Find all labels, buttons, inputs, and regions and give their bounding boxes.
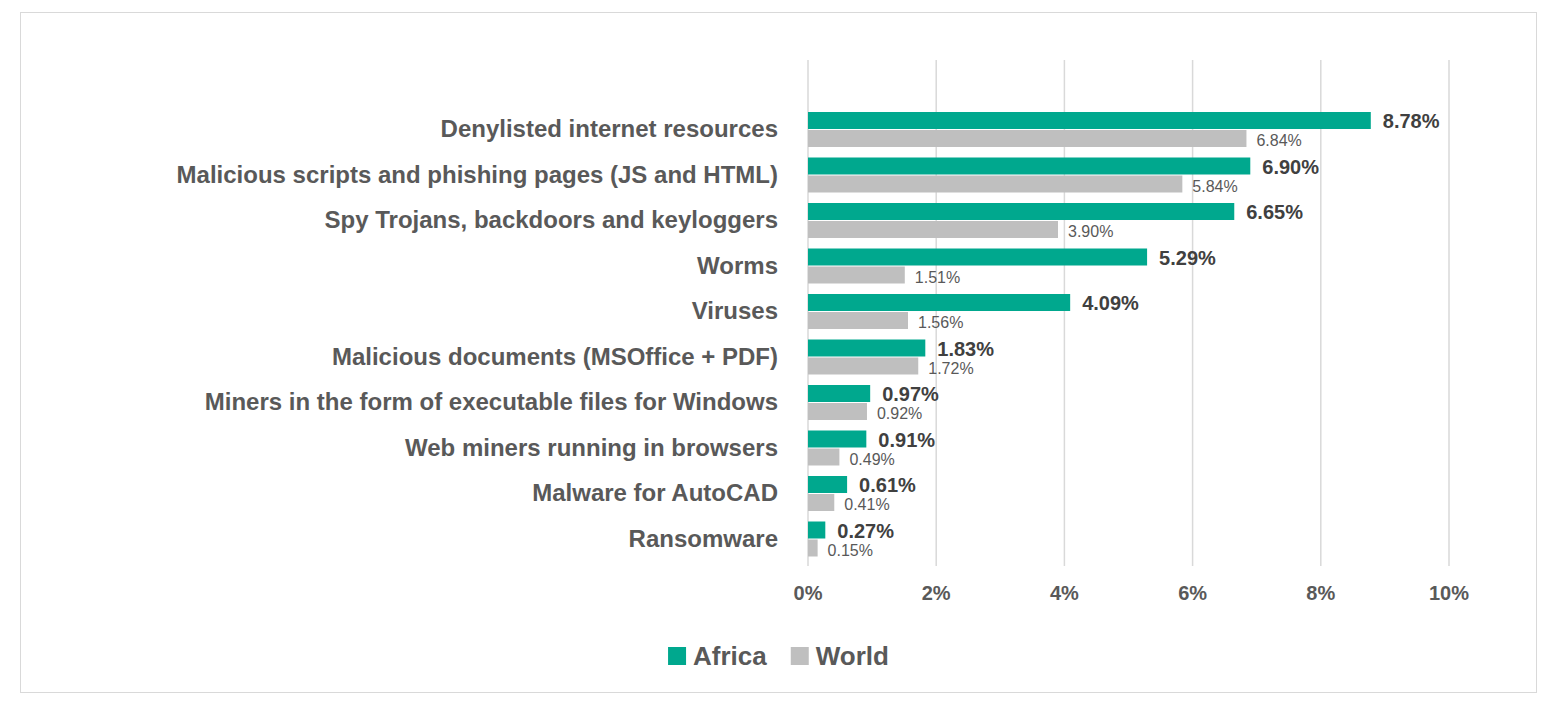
data-label: 0.27% xyxy=(837,520,894,542)
bar xyxy=(808,249,1147,266)
tick-label: 0% xyxy=(794,582,823,604)
category-label: Web miners running in browsers xyxy=(405,434,778,461)
tick-label: 2% xyxy=(922,582,951,604)
data-label: 0.91% xyxy=(878,429,935,451)
bar xyxy=(808,176,1182,193)
category-label: Miners in the form of executable files f… xyxy=(205,388,778,415)
category-label: Malware for AutoCAD xyxy=(532,479,778,506)
bar xyxy=(808,312,908,329)
bar xyxy=(808,358,918,375)
tick-label: 4% xyxy=(1050,582,1079,604)
legend-label: World xyxy=(816,641,889,671)
category-label: Worms xyxy=(697,252,778,279)
data-label: 8.78% xyxy=(1383,110,1440,132)
bar xyxy=(808,203,1234,220)
legend-label: Africa xyxy=(693,641,767,671)
data-label: 5.84% xyxy=(1192,178,1237,195)
data-label: 0.97% xyxy=(882,383,939,405)
bar xyxy=(808,340,925,357)
bar xyxy=(808,112,1371,129)
bar xyxy=(808,522,825,539)
category-label: Ransomware xyxy=(629,525,778,552)
chart-frame xyxy=(21,13,1537,693)
data-label: 6.65% xyxy=(1246,201,1303,223)
category-label: Denylisted internet resources xyxy=(441,115,778,142)
bar xyxy=(808,431,866,448)
bar xyxy=(808,294,1070,311)
category-label: Viruses xyxy=(692,297,778,324)
grid-line xyxy=(1448,60,1450,566)
data-labels: 8.78% 6.90% 6.65% 5.29% 4.09% 1.83% 0.97% 0.91%… xyxy=(828,110,1440,559)
legend-item: World xyxy=(791,641,889,671)
data-label: 6.84% xyxy=(1256,132,1301,149)
legend: Africa World xyxy=(668,641,889,671)
tick-label: 10% xyxy=(1429,582,1469,604)
bars xyxy=(808,112,1371,557)
data-label: 5.29% xyxy=(1159,247,1216,269)
bar xyxy=(808,449,839,466)
data-label: 0.15% xyxy=(828,542,873,559)
bar xyxy=(808,158,1250,175)
data-label: 1.72% xyxy=(928,360,973,377)
data-label: 0.92% xyxy=(877,405,922,422)
data-label: 3.90% xyxy=(1068,223,1113,240)
data-label: 1.56% xyxy=(918,314,963,331)
bar xyxy=(808,476,847,493)
bar xyxy=(808,403,867,420)
grid xyxy=(808,60,1449,566)
chart: 0% 2% 4% 6% 8% 10% Denylisted internet resourc… xyxy=(0,0,1557,713)
data-label: 0.61% xyxy=(859,474,916,496)
legend-swatch xyxy=(668,647,686,665)
bar xyxy=(808,267,905,284)
bar xyxy=(808,221,1058,238)
data-label: 1.83% xyxy=(937,338,994,360)
grid-line xyxy=(1320,60,1322,566)
category-label: Malicious scripts and phishing pages (JS… xyxy=(177,161,778,188)
data-label: 4.09% xyxy=(1082,292,1139,314)
bar xyxy=(808,130,1246,147)
data-label: 1.51% xyxy=(915,269,960,286)
bar xyxy=(808,494,834,511)
tick-label: 6% xyxy=(1178,582,1207,604)
bar xyxy=(808,385,870,402)
data-label: 6.90% xyxy=(1262,156,1319,178)
legend-swatch xyxy=(791,647,809,665)
data-label: 0.49% xyxy=(849,451,894,468)
category-label: Malicious documents (MSOffice + PDF) xyxy=(332,343,778,370)
bar xyxy=(808,540,818,557)
data-label: 0.41% xyxy=(844,496,889,513)
legend-item: Africa xyxy=(668,641,767,671)
tick-label: 8% xyxy=(1306,582,1335,604)
axis-line xyxy=(808,566,1449,567)
category-label: Spy Trojans, backdoors and keyloggers xyxy=(325,206,778,233)
